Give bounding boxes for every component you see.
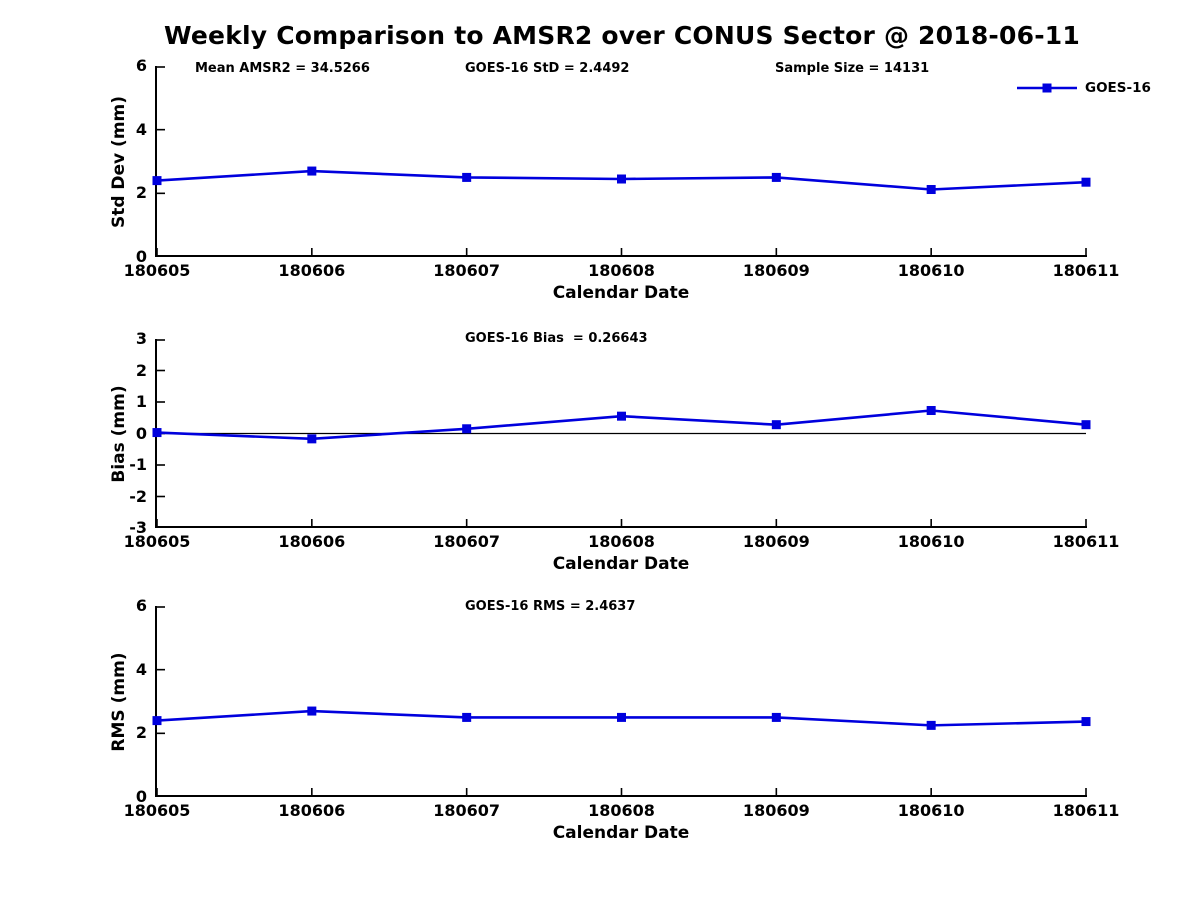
y-tick-label: -3 (129, 518, 147, 537)
bias-subtitle: GOES-16 Bias = 0.26643 (465, 331, 648, 346)
x-tick-label: 180606 (278, 801, 346, 820)
y-tick-label: 2 (135, 723, 147, 743)
x-tick-label: 180608 (588, 261, 655, 280)
x-tick-label: 180607 (433, 801, 501, 820)
rms-plot (152, 606, 1091, 797)
y-tick-label: 4 (135, 119, 147, 139)
x-tick-label: 180610 (897, 261, 965, 280)
y-tick-label: 3 (135, 329, 147, 348)
y-tick-label: 2 (135, 360, 147, 380)
x-tick-label: 180608 (588, 801, 655, 820)
legend-label: GOES-16 (1085, 80, 1151, 96)
y-tick-label: 0 (135, 247, 147, 266)
xlabel-rms: Calendar Date (552, 823, 690, 843)
x-tick-label: 180605 (123, 532, 191, 551)
x-tick-label: 180606 (278, 261, 346, 280)
y-tick-label: 2 (135, 183, 147, 203)
x-tick-label: 180611 (1052, 801, 1120, 820)
legend: GOES-16 (1016, 80, 1151, 96)
y-tick-label: 1 (135, 392, 147, 411)
x-tick-label: 180606 (278, 532, 346, 551)
y-tick-label: -2 (129, 486, 147, 506)
xlabel-std-dev: Calendar Date (552, 283, 690, 303)
x-tick-label: 180609 (742, 801, 810, 820)
x-tick-label: 180609 (742, 261, 810, 280)
stat-sample-size: Sample Size = 14131 (775, 61, 930, 76)
xlabel-bias: Calendar Date (552, 554, 690, 574)
y-tick-label: -1 (129, 455, 147, 474)
y-tick-label: 6 (135, 596, 147, 615)
x-tick-label: 180611 (1052, 532, 1120, 551)
std-dev-plot (152, 66, 1091, 257)
x-tick-label: 180610 (897, 532, 965, 551)
y-tick-label: 4 (135, 659, 147, 679)
legend-line-marker-icon (1017, 83, 1077, 93)
x-tick-label: 180607 (433, 532, 501, 551)
x-tick-label: 180607 (433, 261, 501, 280)
bias-plot (152, 339, 1091, 528)
x-tick-label: 180605 (123, 261, 191, 280)
y-tick-label: 6 (135, 56, 147, 75)
x-tick-label: 180611 (1052, 261, 1120, 280)
x-tick-label: 180609 (742, 532, 810, 551)
stat-goes16-std: GOES-16 StD = 2.4492 (465, 61, 630, 76)
x-tick-label: 180610 (897, 801, 965, 820)
y-tick-label: 0 (135, 787, 147, 806)
x-tick-label: 180605 (123, 801, 191, 820)
ylabel-std-dev: Std Dev (mm) (109, 95, 129, 229)
page-title: Weekly Comparison to AMSR2 over CONUS Se… (164, 21, 1080, 50)
rms-subtitle: GOES-16 RMS = 2.4637 (465, 599, 636, 614)
stat-mean-amsr2: Mean AMSR2 = 34.5266 (195, 61, 370, 76)
y-tick-label: 0 (135, 423, 147, 443)
x-tick-label: 180608 (588, 532, 655, 551)
